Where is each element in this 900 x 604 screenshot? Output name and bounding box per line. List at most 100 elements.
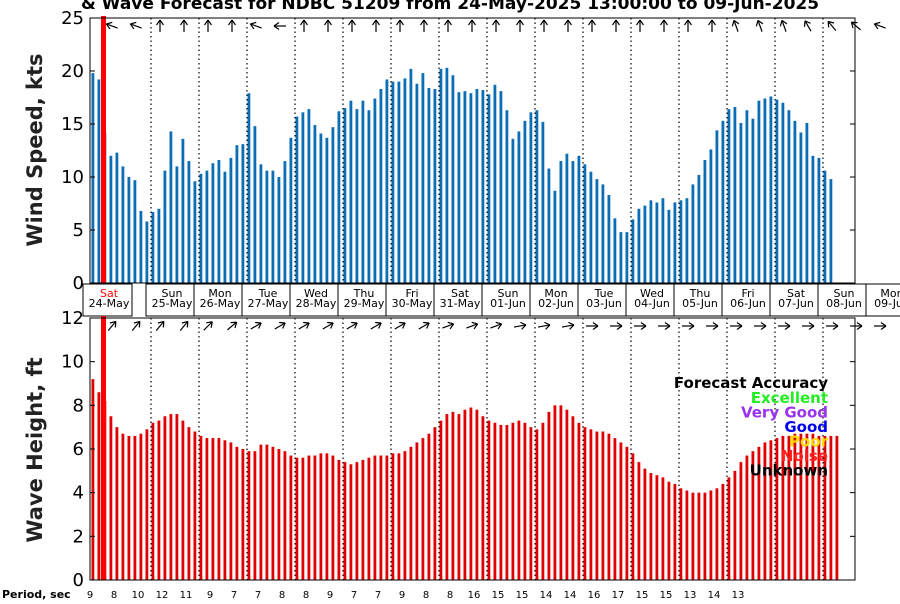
day-name: Sun	[498, 287, 519, 300]
arrow-head	[873, 21, 881, 30]
wind-bar	[451, 75, 455, 284]
arrow-shaft	[179, 321, 189, 331]
arrow-head	[760, 322, 767, 330]
period-value: 11	[180, 590, 193, 600]
direction-arrow-icon	[107, 320, 117, 331]
arrow-head	[612, 19, 620, 26]
direction-arrow-icon	[610, 322, 623, 330]
wind-bar	[721, 120, 725, 283]
wave-bar	[565, 409, 569, 580]
day-date: 07-Jun	[778, 297, 814, 310]
wave-bar	[769, 440, 773, 580]
day-label-box	[145, 283, 196, 317]
arrow-shaft	[418, 322, 430, 330]
wind-bar	[139, 210, 143, 283]
wind-bar	[427, 87, 431, 284]
wave-bar	[793, 433, 797, 580]
wind-bar	[181, 138, 185, 283]
wind-bar	[259, 164, 263, 283]
arrow-shaft	[274, 322, 286, 330]
day-label-box	[673, 283, 724, 317]
arrow-head	[880, 322, 887, 330]
direction-arrow-icon	[129, 21, 142, 30]
day-label-box	[82, 283, 133, 317]
wind-bar	[421, 73, 425, 284]
wind-bar	[769, 96, 773, 283]
wave-bar	[487, 420, 491, 580]
wave-bar	[823, 435, 827, 580]
wave-bar	[331, 455, 335, 580]
wave-bar	[205, 438, 209, 580]
direction-arrow-icon	[348, 19, 356, 32]
wave-bar	[301, 457, 305, 580]
wave-height-panel: 0 2 4 6 8 10 12 Wave Height, ft Period, sec 9 8 10 1…	[2, 308, 887, 601]
direction-arrow-icon	[204, 19, 212, 32]
wind-bar	[97, 79, 101, 283]
wind-bar	[91, 73, 95, 284]
direction-arrow-icon	[442, 321, 455, 330]
day-name: Thu	[353, 287, 375, 300]
arrow-head	[803, 20, 811, 27]
wind-bar	[223, 171, 227, 283]
arrow-shaft	[250, 23, 262, 29]
wind-bar	[127, 177, 131, 283]
arrow-shaft	[394, 322, 406, 330]
arrow-shaft	[466, 323, 478, 329]
wave-bar	[691, 492, 695, 580]
wind-bar	[625, 232, 629, 283]
day-name: Fri	[405, 287, 418, 300]
wind-bar	[409, 68, 413, 283]
wave-bar	[169, 414, 173, 580]
arrow-head	[568, 321, 575, 330]
wind-bar	[679, 200, 683, 283]
wave-bar	[673, 483, 677, 580]
arrow-shaft	[131, 321, 141, 331]
day-date: 27-May	[248, 297, 289, 310]
wave-bar	[739, 462, 743, 580]
wind-bar	[565, 153, 569, 283]
wind-bar	[145, 221, 149, 283]
period-value: 15	[516, 590, 529, 600]
direction-arrow-icon	[444, 19, 452, 32]
arrow-head	[300, 19, 308, 26]
wave-bar	[109, 416, 113, 580]
wind-bar	[709, 149, 713, 283]
wave-bar	[649, 473, 653, 580]
wave-bar	[457, 414, 461, 580]
period-value: 7	[351, 590, 357, 600]
day-date: 26-May	[200, 297, 241, 310]
wave-axis-label: Wave Height, ft	[23, 357, 47, 542]
wind-bar	[553, 190, 557, 283]
arrow-shaft	[757, 20, 763, 32]
day-date: 30-May	[392, 297, 433, 310]
arrow-head	[495, 321, 503, 330]
wave-bar	[127, 435, 131, 580]
wind-bar	[313, 125, 317, 283]
wind-bar	[613, 218, 617, 283]
wave-bar	[679, 488, 683, 580]
period-value: 13	[684, 590, 697, 600]
direction-arrow-icon	[564, 19, 572, 32]
wave-bar	[241, 449, 245, 580]
wind-bar	[547, 168, 551, 283]
arrow-shaft	[322, 322, 334, 330]
period-value: 14	[540, 590, 553, 600]
wind-bar	[589, 171, 593, 283]
period-value: 8	[423, 590, 429, 600]
wave-bar	[199, 435, 203, 580]
direction-arrow-icon	[537, 321, 551, 330]
wave-bar	[703, 492, 707, 580]
arrow-head	[105, 21, 113, 30]
direction-arrow-icon	[588, 19, 596, 32]
day-name: Sat	[451, 287, 470, 300]
wave-bar	[721, 483, 725, 580]
wind-bar	[481, 90, 485, 283]
wave-bar	[583, 427, 587, 580]
wind-bar	[379, 89, 383, 284]
wind-bar	[361, 100, 365, 284]
arrow-head	[636, 19, 644, 26]
arrow-shaft	[203, 321, 213, 331]
wave-bar	[421, 438, 425, 580]
period-value: 10	[132, 590, 145, 600]
arrow-shaft	[513, 324, 527, 328]
